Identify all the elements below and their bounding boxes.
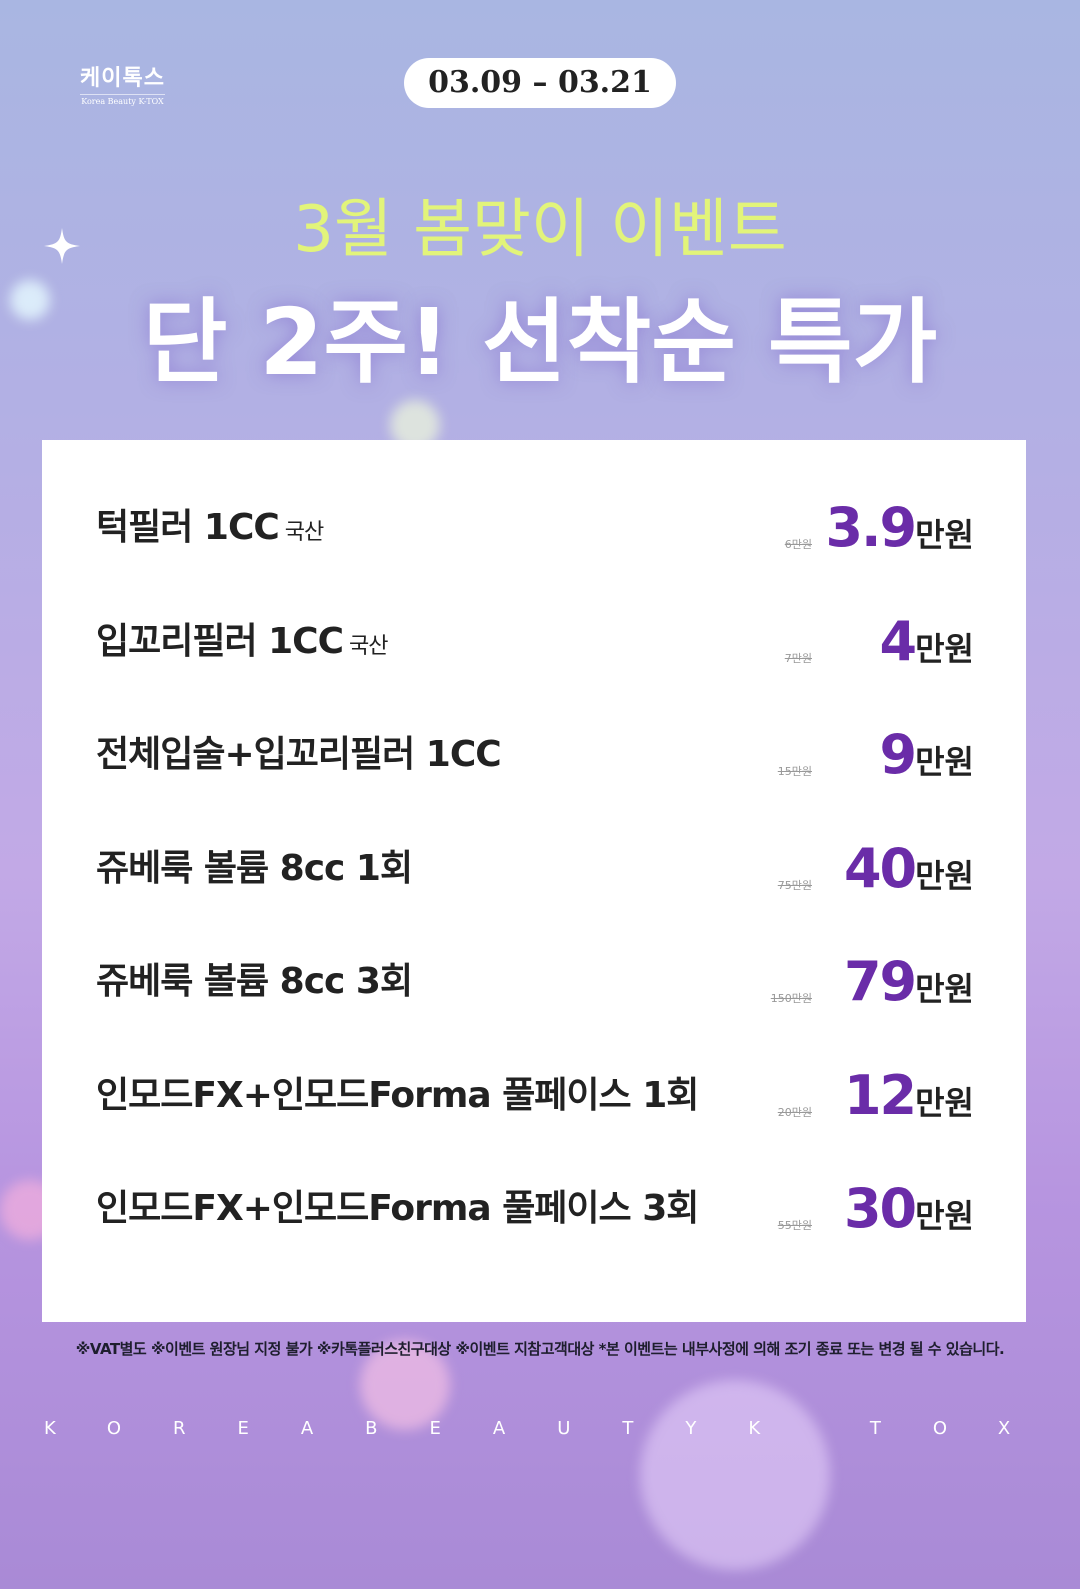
item-name: 인모드FX+인모드Forma 풀페이스 3회 (96, 1179, 699, 1231)
price-number: 3.9 (825, 496, 917, 559)
original-price: 6만원 (784, 538, 812, 551)
price-row: 입꼬리필러 1CC 국산 7만원 4만원 (42, 588, 1026, 688)
title: 3월 봄맞이 이벤트 (293, 193, 787, 267)
sale-price: 4만원 (880, 610, 974, 673)
bokeh (10, 280, 50, 320)
sale-price: 9만원 (880, 723, 974, 786)
item-tag: 국산 (349, 633, 388, 659)
price-unit: 만원 (915, 970, 974, 1008)
item-name: 쥬베룩 볼륨 8cc 3회 (96, 952, 413, 1004)
item-tag: 국산 (284, 520, 324, 545)
footer-text: KOREABEAUTYK TOX (44, 1418, 1063, 1439)
price-unit: 만원 (915, 1197, 974, 1235)
sale-price: 3.9만원 (825, 496, 974, 559)
original-price: 75만원 (777, 878, 812, 892)
price-row: 전체입술+입꼬리필러 1CC 15만원 9만원 (42, 701, 1026, 801)
price-card: 턱필러 1CC 국산 6만원 3.9만원 입꼬리필러 1CC 국산 7만원 4만원 전체입술+입… (42, 440, 1026, 1322)
headline: 단 2주! 선착순 특가 (142, 289, 938, 396)
price-row: 쥬베룩 볼륨 8cc 1회 75만원 40만원 (42, 815, 1026, 915)
sale-price: 12만원 (844, 1064, 974, 1127)
item-name: 쥬베룩 볼륨 8cc 1회 (96, 839, 413, 891)
sale-price: 40만원 (844, 837, 974, 900)
bokeh (640, 1380, 830, 1570)
price-number: 4 (879, 609, 918, 673)
bokeh (360, 1340, 450, 1430)
item-name-text: 쥬베룩 볼륨 8cc 3회 (96, 961, 413, 1002)
original-price: 20만원 (777, 1105, 812, 1119)
sparkle (44, 228, 80, 264)
original-price: 7만원 (784, 651, 812, 665)
original-price: 55만원 (777, 1219, 812, 1232)
price-unit: 만원 (915, 743, 974, 781)
item-name: 턱필러 1CC 국산 (96, 498, 324, 550)
item-name-text: 전체입술+입꼬리필러 1CC (96, 734, 502, 775)
sale-price: 79만원 (844, 950, 974, 1013)
item-name-text: 인모드FX+인모드Forma 풀페이스 1회 (96, 1074, 699, 1116)
item-name: 입꼬리필러 1CC 국산 (96, 612, 389, 664)
item-name-text: 입꼬리필러 1CC (96, 620, 344, 662)
original-price: 15만원 (777, 765, 812, 778)
price-number: 12 (843, 1063, 917, 1127)
price-number: 40 (843, 836, 917, 900)
price-row: 턱필러 1CC 국산 6만원 3.9만원 (42, 474, 1026, 574)
price-unit: 만원 (915, 516, 974, 554)
date-badge: 03.09 – 03.21 (404, 58, 676, 108)
sale-price: 30만원 (844, 1177, 974, 1240)
item-name-text: 쥬베룩 볼륨 8cc 1회 (96, 847, 413, 889)
item-name: 인모드FX+인모드Forma 풀페이스 1회 (96, 1066, 699, 1118)
logo-text: 케이톡스 (80, 66, 165, 91)
price-number: 9 (879, 723, 918, 786)
logo-subtext: Korea Beauty K-TOX (80, 94, 165, 106)
price-unit: 만원 (915, 856, 974, 895)
price-row: 쥬베룩 볼륨 8cc 3회 150만원 79만원 (42, 928, 1026, 1028)
price-unit: 만원 (915, 629, 974, 668)
logo: 케이톡스 Korea Beauty K-TOX (80, 60, 165, 106)
footnote: ※VAT별도 ※이벤트 원장님 지정 불가 ※카톡플러스친구대상 ※이벤트 지참… (75, 1340, 1005, 1358)
price-row: 인모드FX+인모드Forma 풀페이스 3회 55만원 30만원 (42, 1155, 1026, 1255)
item-name-text: 인모드FX+인모드Forma 풀페이스 3회 (96, 1188, 699, 1229)
price-number: 79 (843, 950, 917, 1013)
original-price: 150만원 (770, 992, 812, 1005)
price-unit: 만원 (915, 1083, 974, 1122)
price-number: 30 (843, 1177, 917, 1240)
price-row: 인모드FX+인모드Forma 풀페이스 1회 20만원 12만원 (42, 1042, 1026, 1142)
item-name: 전체입술+입꼬리필러 1CC (96, 725, 502, 777)
item-name-text: 턱필러 1CC (96, 507, 280, 548)
